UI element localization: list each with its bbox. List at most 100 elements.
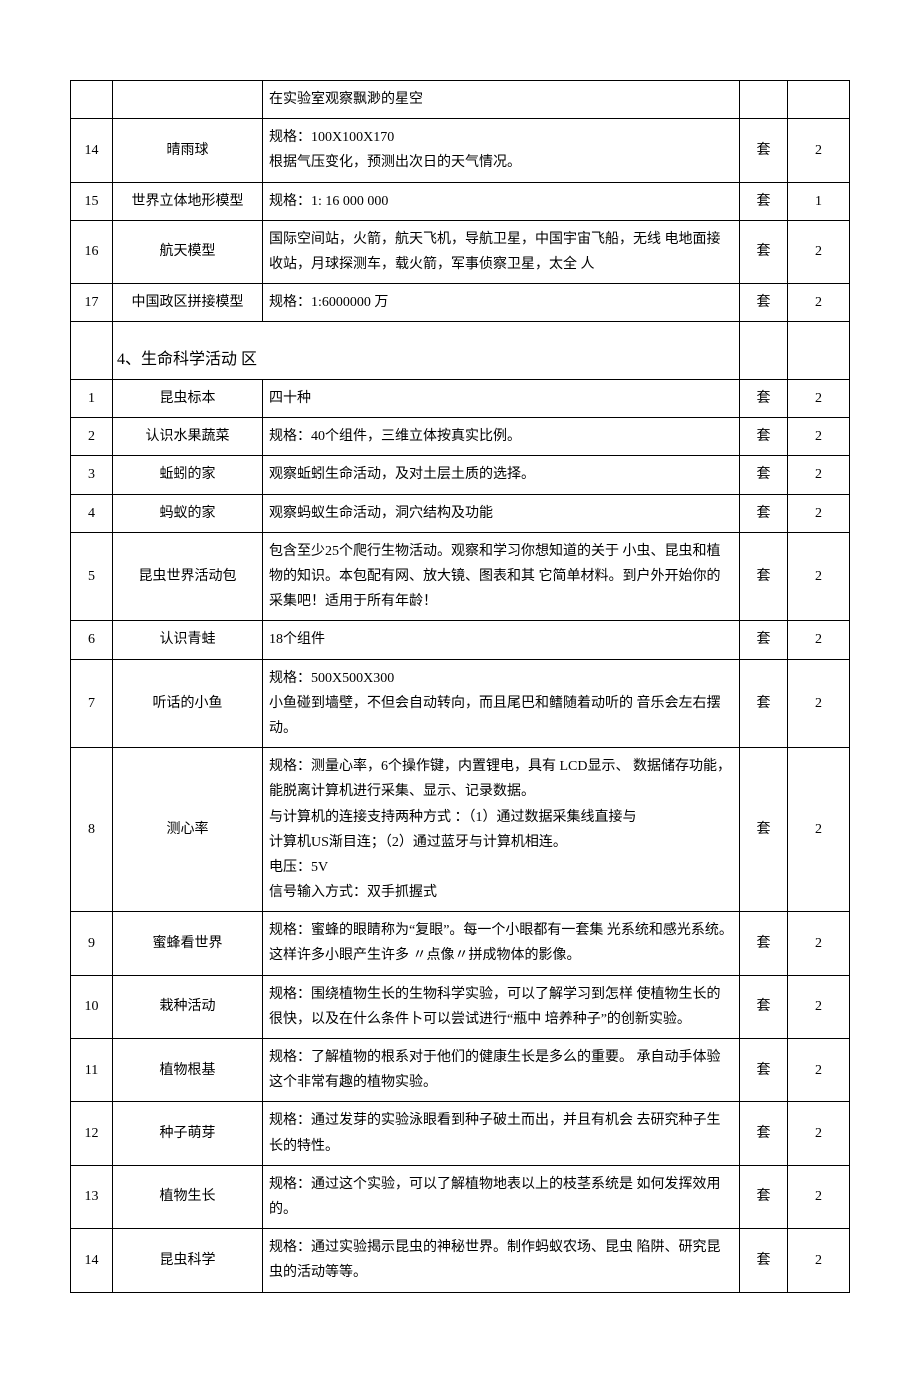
item-name: 昆虫科学 (113, 1229, 263, 1292)
item-name: 认识青蛙 (113, 621, 263, 659)
row-number: 14 (71, 1229, 113, 1292)
row-number: 7 (71, 659, 113, 748)
table-row: 5昆虫世界活动包 包含至少25个爬行生物活动。观察和学习你想知道的关于 小虫、昆… (71, 532, 850, 621)
table-row: 17中国政区拼接模型规格：1:6000000 万套2 (71, 284, 850, 322)
item-desc: 规格：100X100X170 根据气压变化，预测出次日的天气情况。 (263, 119, 740, 182)
item-qty: 2 (788, 456, 850, 494)
row-number: 10 (71, 975, 113, 1038)
item-name: 植物根基 (113, 1039, 263, 1102)
table-row: 13植物生长 规格：通过这个实验，可以了解植物地表以上的枝茎系统是 如何发挥效用… (71, 1165, 850, 1228)
item-qty: 2 (788, 748, 850, 912)
item-name: 植物生长 (113, 1165, 263, 1228)
item-qty (788, 322, 850, 380)
table-row: 14晴雨球规格：100X100X170 根据气压变化，预测出次日的天气情况。套2 (71, 119, 850, 182)
table-row: 11植物根基 规格：了解植物的根系对于他们的健康生长是多么的重要。 承自动手体验… (71, 1039, 850, 1102)
equipment-table: 在实验室观察飘渺的星空14晴雨球规格：100X100X170 根据气压变化，预测… (70, 80, 850, 1293)
item-name: 航天模型 (113, 220, 263, 283)
item-name: 测心率 (113, 748, 263, 912)
item-unit: 套 (740, 621, 788, 659)
item-qty: 2 (788, 1102, 850, 1165)
section-header-row: 4、生命科学活动 区 (71, 322, 850, 380)
item-unit: 套 (740, 494, 788, 532)
item-qty: 2 (788, 494, 850, 532)
item-name: 认识水果蔬菜 (113, 418, 263, 456)
item-qty: 2 (788, 912, 850, 975)
item-unit: 套 (740, 1102, 788, 1165)
item-name: 晴雨球 (113, 119, 263, 182)
item-qty: 2 (788, 284, 850, 322)
item-name: 中国政区拼接模型 (113, 284, 263, 322)
table-row: 在实验室观察飘渺的星空 (71, 81, 850, 119)
row-number: 15 (71, 182, 113, 220)
item-unit: 套 (740, 182, 788, 220)
row-number: 6 (71, 621, 113, 659)
table-row: 15世界立体地形模型规格：1: 16 000 000套1 (71, 182, 850, 220)
item-unit: 套 (740, 532, 788, 621)
item-unit: 套 (740, 380, 788, 418)
item-desc: 观察蚯蚓生命活动，及对土层土质的选择。 (263, 456, 740, 494)
item-name (113, 81, 263, 119)
item-unit: 套 (740, 1229, 788, 1292)
item-desc: 18个组件 (263, 621, 740, 659)
item-name: 昆虫标本 (113, 380, 263, 418)
item-desc: 规格：500X500X300 小鱼碰到墙壁，不但会自动转向，而且尾巴和鳍随着动听… (263, 659, 740, 748)
item-qty: 2 (788, 380, 850, 418)
item-unit: 套 (740, 912, 788, 975)
item-unit: 套 (740, 284, 788, 322)
item-unit: 套 (740, 659, 788, 748)
item-qty: 2 (788, 1039, 850, 1102)
item-qty (788, 81, 850, 119)
item-qty: 2 (788, 532, 850, 621)
item-unit: 套 (740, 975, 788, 1038)
item-qty: 2 (788, 220, 850, 283)
row-number: 13 (71, 1165, 113, 1228)
item-name: 种子萌芽 (113, 1102, 263, 1165)
item-desc: 规格：1:6000000 万 (263, 284, 740, 322)
row-number: 11 (71, 1039, 113, 1102)
table-row: 8测心率 规格：测量心率，6个操作键，内置锂电，具有 LCD显示、 数据储存功能… (71, 748, 850, 912)
item-unit: 套 (740, 220, 788, 283)
row-number: 4 (71, 494, 113, 532)
item-name: 栽种活动 (113, 975, 263, 1038)
row-number (71, 81, 113, 119)
item-desc: 四十种 (263, 380, 740, 418)
item-qty: 2 (788, 119, 850, 182)
item-unit: 套 (740, 418, 788, 456)
item-name: 昆虫世界活动包 (113, 532, 263, 621)
table-row: 12种子萌芽 规格：通过发芽的实验泳眼看到种子破土而出，并且有机会 去研究种子生… (71, 1102, 850, 1165)
table-row: 2认识水果蔬菜规格：40个组件，三维立体按真实比例。套2 (71, 418, 850, 456)
item-desc: 规格：1: 16 000 000 (263, 182, 740, 220)
item-unit: 套 (740, 456, 788, 494)
item-desc: 规格：通过这个实验，可以了解植物地表以上的枝茎系统是 如何发挥效用的。 (263, 1165, 740, 1228)
row-number: 17 (71, 284, 113, 322)
item-unit: 套 (740, 1039, 788, 1102)
item-desc: 国际空间站，火箭，航天飞机，导航卫星，中国宇宙飞船，无线 电地面接收站，月球探测… (263, 220, 740, 283)
item-desc: 包含至少25个爬行生物活动。观察和学习你想知道的关于 小虫、昆虫和植物的知识。本… (263, 532, 740, 621)
item-qty: 2 (788, 1165, 850, 1228)
table-row: 7听话的小鱼规格：500X500X300 小鱼碰到墙壁，不但会自动转向，而且尾巴… (71, 659, 850, 748)
item-unit: 套 (740, 119, 788, 182)
table-row: 6认识青蛙18个组件套2 (71, 621, 850, 659)
row-number (71, 322, 113, 380)
table-row: 10栽种活动 规格：围绕植物生长的生物科学实验，可以了解学习到怎样 使植物生长的… (71, 975, 850, 1038)
item-unit (740, 81, 788, 119)
table-row: 4蚂蚁的家观察蚂蚁生命活动，洞穴结构及功能套2 (71, 494, 850, 532)
item-desc: 规格：测量心率，6个操作键，内置锂电，具有 LCD显示、 数据储存功能，能脱离计… (263, 748, 740, 912)
item-qty: 2 (788, 975, 850, 1038)
row-number: 14 (71, 119, 113, 182)
item-qty: 2 (788, 418, 850, 456)
row-number: 8 (71, 748, 113, 912)
item-qty: 2 (788, 1229, 850, 1292)
item-desc: 规格：了解植物的根系对于他们的健康生长是多么的重要。 承自动手体验这个非常有趣的… (263, 1039, 740, 1102)
item-unit (740, 322, 788, 380)
row-number: 5 (71, 532, 113, 621)
item-qty: 1 (788, 182, 850, 220)
item-qty: 2 (788, 621, 850, 659)
row-number: 16 (71, 220, 113, 283)
item-desc: 观察蚂蚁生命活动，洞穴结构及功能 (263, 494, 740, 532)
table-row: 9蜜蜂看世界 规格：蜜蜂的眼睛称为“复眼”。每一个小眼都有一套集 光系统和感光系… (71, 912, 850, 975)
item-name: 听话的小鱼 (113, 659, 263, 748)
item-name: 世界立体地形模型 (113, 182, 263, 220)
row-number: 3 (71, 456, 113, 494)
table-row: 1昆虫标本四十种套2 (71, 380, 850, 418)
